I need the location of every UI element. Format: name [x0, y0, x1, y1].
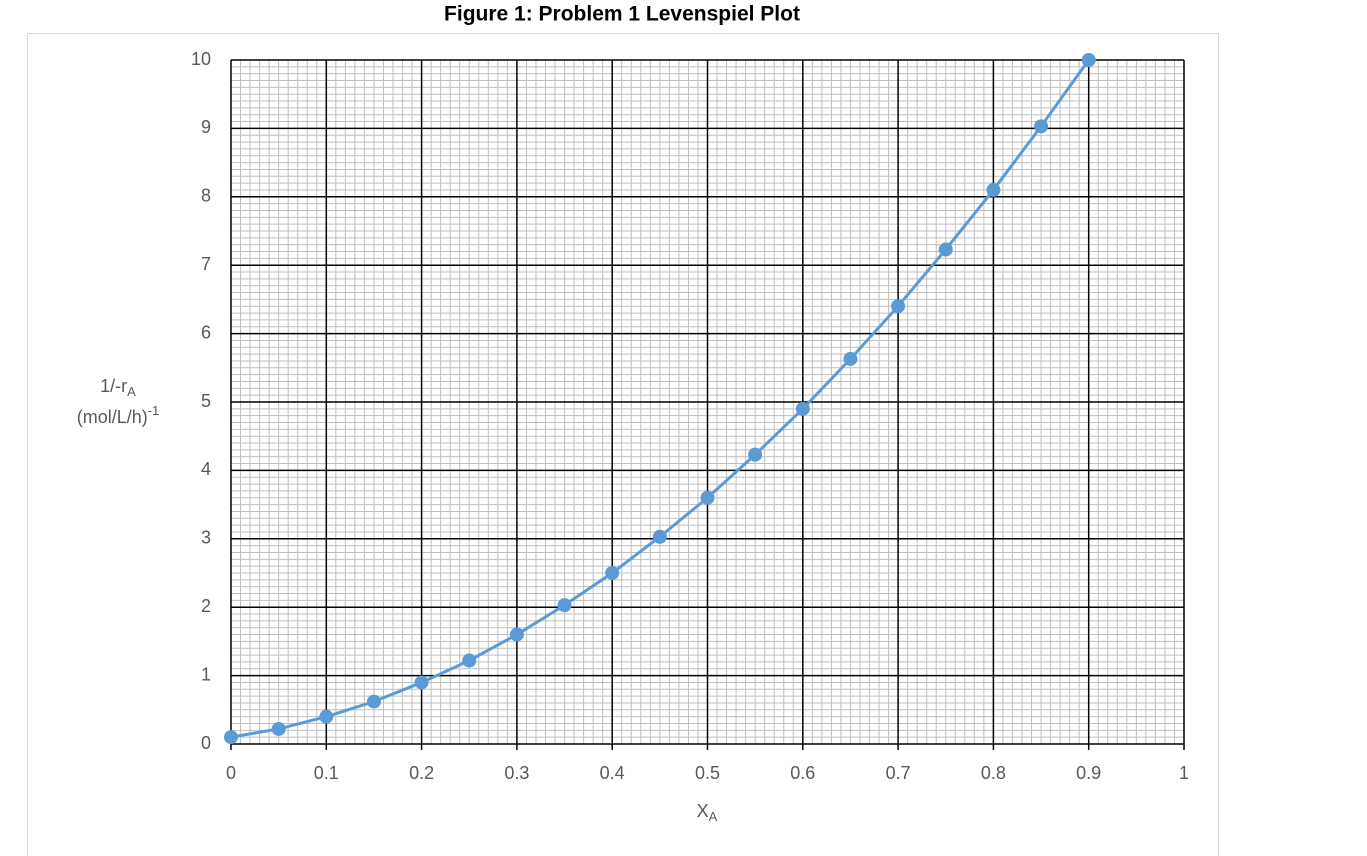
data-point: [652, 529, 667, 544]
data-point: [1081, 53, 1096, 67]
x-tick-label: 0.5: [695, 763, 720, 783]
data-point: [557, 598, 572, 613]
data-point: [462, 653, 477, 668]
data-point: [271, 721, 286, 736]
x-tick-label: 0.1: [314, 763, 339, 783]
y-label-text: 1/-r: [100, 376, 127, 396]
y-tick-label: 7: [201, 254, 211, 274]
y-tick-label: 10: [191, 49, 211, 69]
y-tick-label: 1: [201, 664, 211, 684]
y-tick-label: 8: [201, 186, 211, 206]
data-point: [843, 351, 858, 366]
plot: [224, 53, 1096, 745]
x-tick-label: 0.6: [790, 763, 815, 783]
x-tick-label: 1: [1179, 763, 1189, 783]
x-tick-label: 0.9: [1076, 763, 1101, 783]
x-tick-label: 0.8: [981, 763, 1006, 783]
y-units-sup: -1: [148, 403, 160, 418]
y-tick-label: 2: [201, 596, 211, 616]
x-tick-label: 0: [226, 763, 236, 783]
x-tick-label: 0.4: [600, 763, 625, 783]
data-point: [414, 675, 429, 690]
x-axis-label: XA: [697, 801, 718, 825]
x-label-text: X: [697, 801, 709, 821]
data-point: [795, 401, 810, 416]
x-tick-label: 0.7: [886, 763, 911, 783]
y-tick-label: 4: [201, 459, 211, 479]
x-tick-label: 0.2: [409, 763, 434, 783]
y-tick-label: 0: [201, 733, 211, 753]
data-point: [700, 490, 715, 505]
data-point: [891, 299, 906, 314]
y-tick-label: 6: [201, 322, 211, 342]
data-point: [509, 627, 524, 642]
y-label-sub: A: [127, 384, 136, 399]
x-tick-label: 0.3: [504, 763, 529, 783]
data-point: [366, 694, 381, 709]
data-point: [319, 709, 334, 724]
y-tick-label: 9: [201, 117, 211, 137]
data-point: [938, 242, 953, 257]
y-tick-label: 3: [201, 528, 211, 548]
data-point: [748, 447, 763, 462]
chart-frame: [27, 33, 1219, 856]
y-axis-label-units: (mol/L/h)-1: [77, 403, 160, 426]
data-point: [224, 730, 238, 745]
data-point: [1034, 119, 1049, 134]
grid: [230, 59, 1185, 750]
y-units-text: (mol/L/h): [77, 407, 148, 427]
data-point: [605, 566, 620, 580]
x-label-sub: A: [709, 809, 718, 824]
y-tick-label: 5: [201, 391, 211, 411]
chart-title: Figure 1: Problem 1 Levenspiel Plot: [444, 3, 800, 26]
data-point: [986, 182, 1001, 197]
y-axis-label: 1/-rA: [100, 376, 136, 400]
